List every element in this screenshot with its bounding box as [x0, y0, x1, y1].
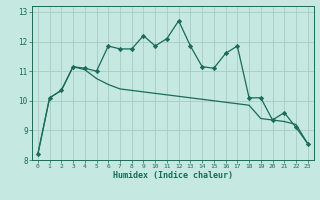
- X-axis label: Humidex (Indice chaleur): Humidex (Indice chaleur): [113, 171, 233, 180]
